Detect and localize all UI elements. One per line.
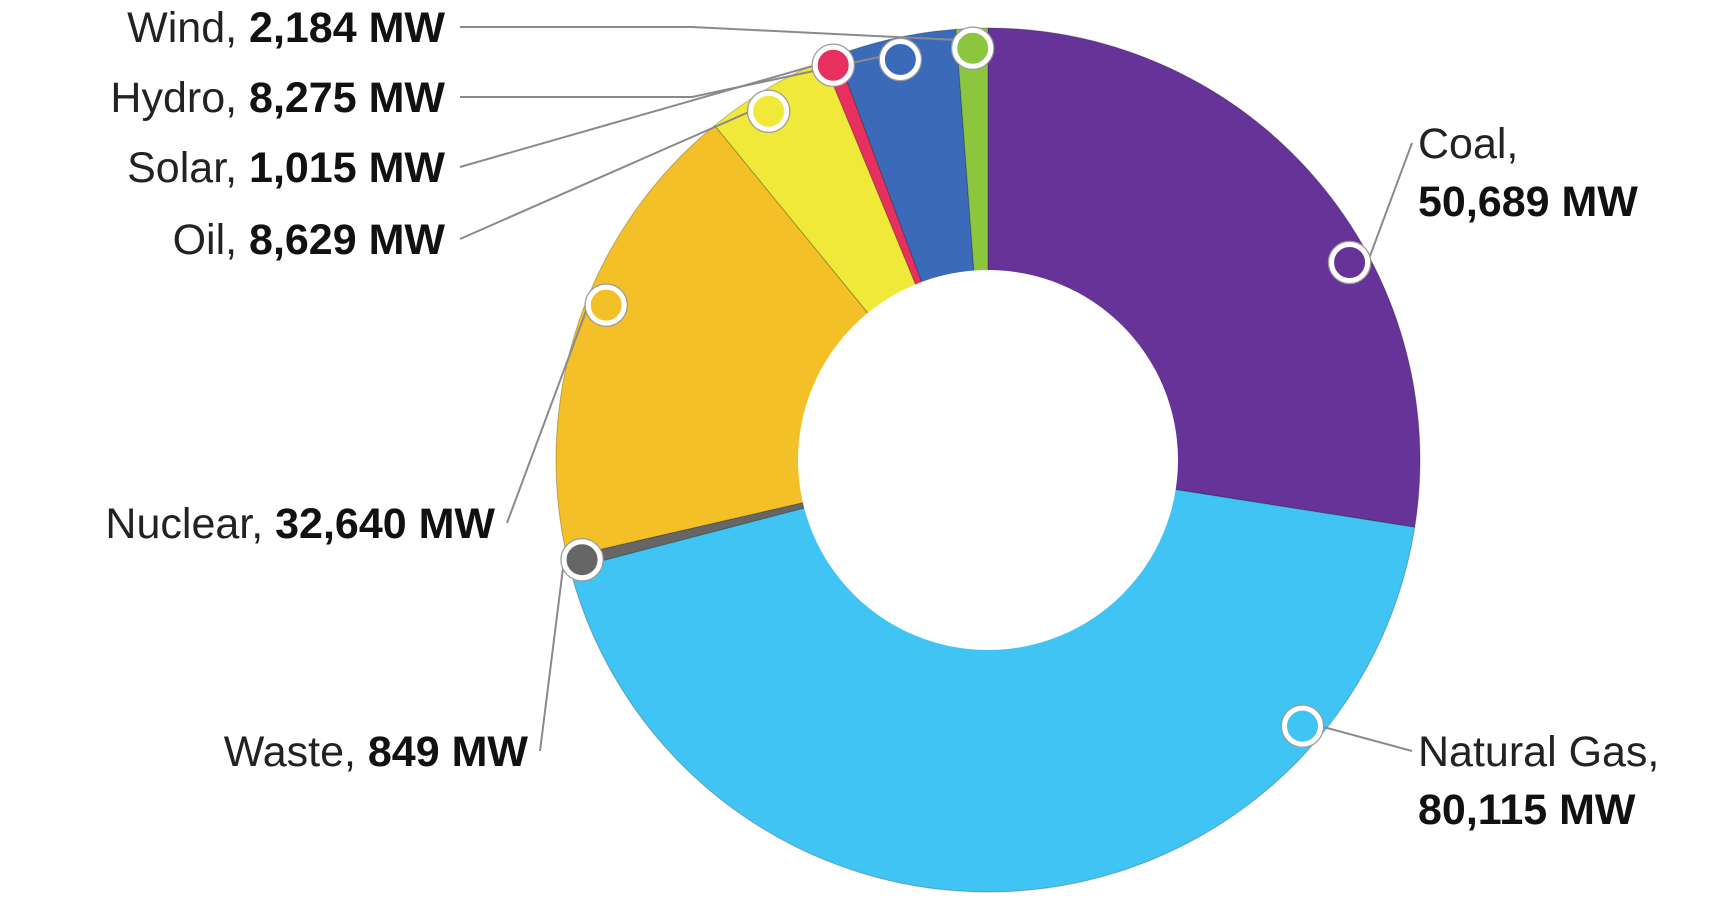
label-value-nuclear: 32,640 MW xyxy=(275,500,495,548)
label-value-coal: 50,689 MW xyxy=(1418,178,1638,226)
leader-line-coal xyxy=(1366,142,1413,263)
leader-line-natural-gas xyxy=(1320,725,1413,752)
label-oil: Oil, 8,629 MW xyxy=(173,216,446,264)
label-hydro: Hydro, 8,275 MW xyxy=(110,74,445,122)
label-value-solar: 1,015 MW xyxy=(249,144,445,192)
label-name-wind: Wind, xyxy=(127,4,249,52)
label-name-solar: Solar, xyxy=(127,144,249,192)
label-value-wind: 2,184 MW xyxy=(249,4,445,52)
marker-natural-gas xyxy=(1281,705,1323,747)
marker-hydro xyxy=(879,38,921,80)
label-name-nuclear: Nuclear, xyxy=(105,500,275,548)
marker-ring-wind xyxy=(950,26,995,71)
label-name-coal: Coal, xyxy=(1418,120,1518,168)
slice-labels: Coal, 50,689 MW Natural Gas, 80,115 MW Waste… xyxy=(105,4,1659,834)
label-name-hydro: Hydro, xyxy=(110,74,249,122)
label-name-waste: Waste, xyxy=(224,728,368,776)
leader-line-nuclear xyxy=(506,304,590,524)
marker-ring-waste xyxy=(560,537,604,582)
slice-markers xyxy=(560,26,1372,748)
marker-waste xyxy=(561,539,603,581)
label-name-natural-gas: Natural Gas, xyxy=(1418,728,1659,776)
label-nuclear: Nuclear, 32,640 MW xyxy=(105,500,495,548)
label-wind: Wind, 2,184 MW xyxy=(127,4,445,52)
marker-ring-natural-gas xyxy=(1280,704,1325,748)
marker-ring-coal xyxy=(1327,240,1372,285)
label-name-oil: Oil, xyxy=(173,216,249,264)
label-solar: Solar, 1,015 MW xyxy=(127,144,445,192)
marker-ring-solar xyxy=(811,43,855,88)
leader-line-oil xyxy=(459,110,752,240)
label-value-hydro: 8,275 MW xyxy=(249,74,445,122)
leader-line-solar xyxy=(459,64,816,168)
marker-wind xyxy=(952,27,994,69)
marker-oil xyxy=(748,90,790,132)
label-value-natural-gas: 80,115 MW xyxy=(1418,786,1636,834)
marker-ring-oil xyxy=(746,89,791,134)
marker-solar xyxy=(812,44,854,86)
label-natural-gas: Natural Gas, 80,115 MW xyxy=(1418,728,1659,834)
label-coal: Coal, 50,689 MW xyxy=(1418,120,1638,226)
donut-hole xyxy=(798,270,1178,650)
marker-coal xyxy=(1329,242,1371,284)
label-value-waste: 849 MW xyxy=(368,728,529,776)
marker-ring-nuclear xyxy=(584,283,628,327)
label-waste: Waste, 849 MW xyxy=(224,728,529,776)
leader-line-waste xyxy=(539,559,566,752)
marker-nuclear xyxy=(585,284,627,326)
slice-natural-gas xyxy=(569,459,1416,893)
leader-line-wind xyxy=(460,26,963,42)
marker-ring-hydro xyxy=(878,37,923,82)
label-value-oil: 8,629 MW xyxy=(249,216,445,264)
